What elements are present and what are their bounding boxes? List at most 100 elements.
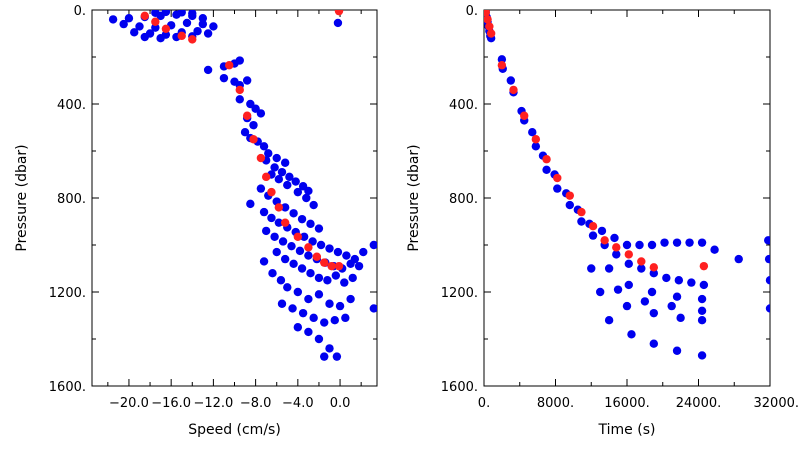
data-point — [676, 313, 685, 323]
data-point — [624, 280, 633, 290]
data-point — [325, 299, 334, 308]
data-point — [267, 213, 276, 223]
data-point — [542, 165, 551, 174]
data-point — [588, 231, 598, 240]
data-point — [270, 163, 279, 172]
data-point — [660, 238, 669, 247]
data-point — [697, 351, 707, 360]
highlight-point — [151, 17, 160, 26]
data-point — [188, 10, 197, 18]
data-point — [259, 257, 269, 266]
x-tick-label: 16000. — [604, 396, 650, 411]
plot-frame — [483, 9, 771, 387]
highlight-point — [242, 111, 252, 120]
data-point — [710, 245, 719, 254]
data-point — [577, 217, 586, 226]
data-points — [484, 10, 770, 360]
highlight-point — [334, 261, 344, 271]
y-tick-label: 800. — [449, 192, 478, 207]
data-point — [285, 172, 294, 182]
data-point — [246, 199, 255, 209]
data-point — [293, 187, 303, 197]
data-point — [198, 14, 208, 23]
highlight-point — [320, 258, 329, 267]
data-point — [335, 301, 345, 311]
data-point — [346, 259, 355, 268]
data-point — [649, 269, 659, 278]
y-tick-label: 400. — [449, 98, 478, 113]
y-tick-label: 0. — [74, 4, 86, 19]
highlight-point — [261, 172, 271, 182]
data-point — [342, 251, 351, 260]
data-point — [333, 18, 343, 28]
data-point — [649, 308, 659, 318]
plot-panel-2: 0.400.800.1200.1600.0. 8000. 16000. 24000. 3… — [406, 4, 799, 438]
data-point — [314, 273, 324, 283]
data-point — [624, 259, 633, 268]
data-point — [264, 149, 273, 158]
data-point — [622, 301, 632, 311]
data-point — [612, 250, 621, 259]
data-point — [277, 167, 287, 177]
data-points — [108, 10, 377, 361]
data-point — [304, 186, 313, 196]
data-point — [637, 264, 646, 273]
highlight-point — [484, 15, 492, 24]
data-point — [272, 153, 281, 163]
data-point — [156, 34, 165, 43]
data-point — [193, 26, 202, 36]
y-tick-label: 1200. — [441, 286, 478, 301]
x-axis-title: Time (s) — [598, 422, 656, 438]
data-point — [209, 22, 218, 31]
data-point — [369, 304, 377, 313]
y-tick-label: 400. — [57, 98, 86, 113]
data-point — [314, 290, 324, 299]
data-point — [306, 219, 315, 229]
data-point — [278, 237, 288, 246]
highlight-point — [600, 236, 609, 245]
data-point — [331, 271, 341, 280]
data-point — [314, 224, 324, 233]
data-point — [622, 240, 632, 250]
data-point — [325, 244, 334, 253]
data-point — [333, 247, 343, 257]
y-tick-label: 1600. — [441, 380, 478, 395]
data-point — [302, 193, 311, 203]
highlight-point — [577, 207, 586, 217]
highlight-point — [553, 173, 562, 183]
data-point — [308, 237, 317, 246]
data-point — [289, 209, 298, 218]
highlight-point — [312, 252, 322, 261]
highlight-point — [588, 222, 598, 231]
highlight-point — [509, 85, 518, 95]
data-point — [297, 264, 307, 273]
y-tick-label: 800. — [57, 192, 86, 207]
data-point — [277, 299, 287, 308]
data-point — [697, 316, 707, 325]
data-point — [635, 240, 644, 250]
data-point — [325, 344, 334, 353]
x-tick-label: −12.0 — [193, 396, 233, 411]
x-tick-label: 0.0 — [330, 396, 351, 411]
highlight-point — [280, 218, 290, 227]
data-point — [674, 276, 684, 285]
data-point — [182, 18, 192, 28]
data-point — [595, 287, 605, 297]
data-point — [359, 247, 368, 257]
data-point — [119, 19, 128, 29]
highlight-point — [624, 250, 633, 259]
data-point — [177, 10, 186, 17]
highlight-point — [612, 243, 621, 252]
data-point — [235, 56, 244, 65]
data-point — [259, 207, 269, 217]
data-point — [354, 261, 364, 271]
data-point — [613, 285, 623, 294]
data-point — [604, 264, 614, 273]
highlight-point — [531, 135, 541, 144]
data-point — [647, 287, 657, 297]
highlight-point — [334, 10, 344, 16]
data-point — [528, 128, 537, 137]
data-point — [348, 273, 357, 283]
data-point — [299, 232, 309, 241]
x-tick-label: −16.0 — [151, 396, 191, 411]
